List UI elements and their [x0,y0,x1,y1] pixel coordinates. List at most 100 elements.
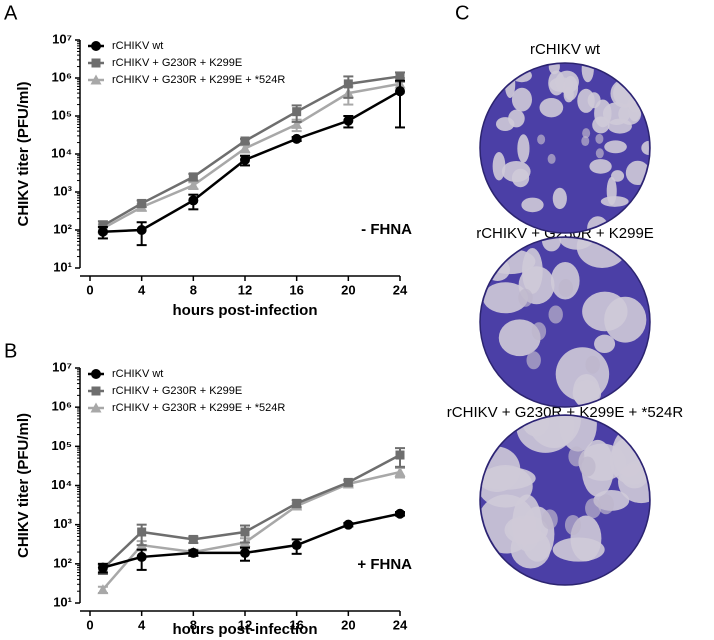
annotation: - FHNA [361,221,412,238]
marker [91,386,101,396]
plaque [521,197,544,213]
x-tick-label: 12 [238,282,252,297]
marker [394,466,406,477]
plaque-caption: rCHIKV wt [530,41,601,58]
x-tick-label: 4 [138,282,146,297]
panel-label: C [455,2,469,24]
plaque [481,465,533,508]
plaque [581,136,590,147]
marker [240,547,250,558]
plaque [511,168,530,188]
plaque [558,278,573,297]
marker [188,195,199,206]
marker [291,118,303,129]
y-tick-label: 10⁴ [51,145,72,160]
marker [240,527,250,537]
plaque [595,148,604,159]
plaque [568,446,585,467]
series-line [102,90,401,233]
x-tick-label: 20 [341,617,355,632]
marker [187,179,199,190]
y-tick-label: 10⁷ [52,359,72,374]
y-tick-label: 10⁶ [52,399,72,414]
plaque [548,64,560,75]
marker [98,221,108,231]
marker [136,551,147,562]
plaque [492,152,506,181]
marker [97,562,108,573]
x-tick-label: 24 [393,282,408,297]
y-axis-label: CHIKV titer (PFU/ml) [15,413,32,558]
marker [137,527,147,537]
plaque [597,494,614,515]
plaque [594,99,612,128]
y-tick-label: 10⁵ [51,438,72,453]
x-tick-label: 0 [86,617,93,632]
plaque-images [479,62,651,586]
plaque [585,498,602,519]
marker [90,74,102,85]
marker [395,508,405,519]
legend-label: rCHIKV + G230R + K299E + *524R [112,402,285,414]
plaque [541,238,562,252]
plaque [582,128,591,139]
marker [137,198,147,208]
plaque [585,355,600,374]
marker [240,136,250,146]
plaque [511,87,533,112]
y-axis-label: CHIKV titer (PFU/ml) [15,81,32,226]
plaque [581,64,594,83]
plaque-caption: rCHIKV + G230R + K299E + *524R [447,404,684,421]
plaque [522,416,550,437]
marker [395,86,405,97]
plaque [522,248,543,294]
marker [91,369,101,379]
x-tick-label: 16 [289,282,303,297]
marker [291,540,302,551]
y-tick-label: 10² [53,555,72,570]
plaque [548,305,563,324]
series-line [101,470,401,591]
plaques [482,238,647,406]
x-tick-label: 20 [341,282,355,297]
plaque [621,463,649,489]
annotation: + FHNA [357,556,412,573]
plaque [594,334,616,354]
plaque [508,109,525,128]
marker [343,115,354,126]
plaque [564,514,581,535]
plaque [531,322,547,341]
x-axis-label: hours post-infection [173,621,318,638]
plaque [641,140,649,156]
marker [395,450,405,460]
x-axis-label: hours post-infection [173,302,318,319]
series-line [102,512,401,569]
plaque [539,97,564,118]
marker [188,172,198,182]
legend-label: rCHIKV + G230R + K299E [112,57,242,69]
marker [97,584,109,595]
x-tick-label: 16 [289,617,303,632]
marker [292,107,302,117]
plaque [595,133,604,144]
plaque [604,296,647,343]
marker [343,519,354,530]
legend-label: rCHIKV + G230R + K299E + *524R [112,74,285,86]
plaque [504,515,549,545]
plaque [498,319,541,357]
marker [291,133,302,144]
x-tick-label: 0 [86,282,93,297]
marker [188,547,199,558]
y-tick-label: 10⁵ [51,107,72,122]
x-tick-label: 8 [190,617,197,632]
plaque [517,134,530,163]
y-tick-label: 10¹ [53,594,72,609]
y-tick-label: 10¹ [53,259,72,274]
plaque [611,170,625,182]
x-tick-label: 12 [238,617,252,632]
legend-label: rCHIKV wt [112,368,163,380]
y-tick-label: 10⁴ [51,477,72,492]
marker [240,154,250,165]
plaque [579,456,596,477]
